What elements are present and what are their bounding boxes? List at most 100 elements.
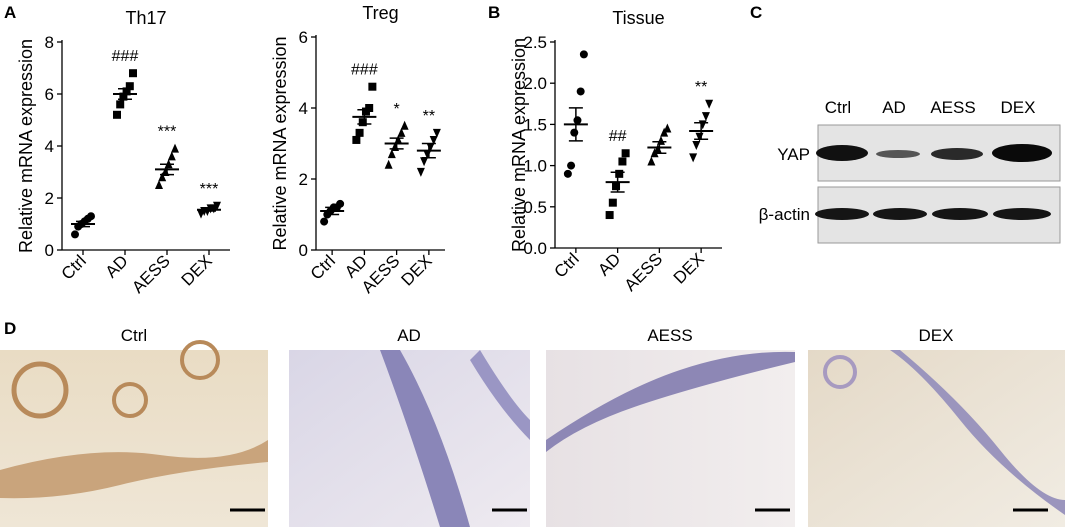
error-bar <box>118 88 132 100</box>
tissue-image <box>0 350 268 527</box>
error-bar <box>568 107 583 142</box>
data-point <box>573 116 582 125</box>
y-tick-label: 1.0 <box>523 157 547 176</box>
blot-column-label: AD <box>882 98 906 117</box>
band <box>993 208 1051 220</box>
error-bar <box>357 109 372 125</box>
y-axis-label: Relative mRNA expression <box>509 38 529 252</box>
chart-title: Th17 <box>125 8 166 28</box>
y-tick-label: 2.0 <box>523 74 547 93</box>
data-point <box>352 135 361 144</box>
panel-label: B <box>488 3 500 22</box>
significance-label: ** <box>695 79 707 96</box>
data-point <box>368 82 377 91</box>
y-tick-label: 4 <box>45 137 54 156</box>
data-point <box>397 127 406 137</box>
error-bar <box>652 140 667 154</box>
band <box>931 148 983 160</box>
y-tick-label: 0.5 <box>523 198 547 217</box>
data-point <box>647 156 656 166</box>
y-tick-label: 1.5 <box>523 115 547 134</box>
error-bar <box>610 171 625 193</box>
image-title: Ctrl <box>121 326 147 345</box>
image-title: AESS <box>647 326 692 345</box>
y-tick-label: 0 <box>45 241 54 260</box>
x-tick-label: AESS <box>358 251 404 297</box>
x-tick-label: Ctrl <box>58 251 90 283</box>
significance-label: *** <box>200 181 219 198</box>
error-bar <box>325 206 340 216</box>
epidermis <box>890 350 1065 515</box>
significance-label: ## <box>609 128 627 145</box>
band <box>876 150 920 158</box>
significance-label: *** <box>158 124 177 141</box>
data-point <box>567 161 576 170</box>
epidermis <box>380 350 470 527</box>
epidermis <box>0 440 268 499</box>
y-tick-label: 8 <box>45 33 54 52</box>
y-tick-label: 2.5 <box>523 33 547 52</box>
data-point <box>129 69 137 78</box>
band <box>873 208 927 220</box>
data-point <box>158 172 167 182</box>
data-point <box>656 135 665 145</box>
y-tick-label: 2 <box>299 170 308 189</box>
x-tick-label: AESS <box>621 249 667 295</box>
error-bar <box>694 122 709 140</box>
blot-column-label: AESS <box>930 98 975 117</box>
y-axis-label: Relative mRNA expression <box>16 39 36 253</box>
data-point <box>692 141 701 150</box>
blot-column-label: DEX <box>1001 98 1036 117</box>
epidermis <box>546 351 795 452</box>
error-bar <box>202 207 216 212</box>
tissue-image <box>808 350 1065 527</box>
x-tick-label: AESS <box>128 251 174 297</box>
data-point <box>612 182 621 191</box>
panel-label: C <box>750 3 762 22</box>
data-point <box>576 87 585 96</box>
data-point <box>563 169 572 178</box>
band <box>932 208 988 220</box>
data-point <box>698 120 707 130</box>
significance-label: ### <box>351 62 378 79</box>
data-point <box>167 151 176 161</box>
data-point <box>420 157 429 167</box>
data-point <box>400 120 409 130</box>
data-point <box>579 50 588 59</box>
data-point <box>113 110 121 119</box>
error-bar <box>76 220 90 228</box>
data-point <box>387 149 396 159</box>
x-tick-label: Ctrl <box>551 249 583 281</box>
data-point <box>618 157 627 166</box>
image-title: AD <box>397 326 421 345</box>
panel-label: A <box>4 3 16 22</box>
data-point <box>608 198 617 207</box>
data-point <box>71 230 79 239</box>
x-tick-label: Ctrl <box>307 251 339 283</box>
data-point <box>653 144 662 154</box>
follicle <box>11 361 69 419</box>
image-title: DEX <box>919 326 954 345</box>
data-point <box>689 153 698 163</box>
data-point <box>384 159 393 169</box>
data-point <box>570 128 579 137</box>
western-blot: Ctrl AD AESS DEX YAP β-actin <box>759 98 1061 244</box>
x-tick-label: DEX <box>178 251 216 289</box>
x-tick-label: AD <box>594 249 624 279</box>
follicle <box>823 355 857 389</box>
data-point <box>615 169 624 178</box>
chart-title: Treg <box>362 3 398 23</box>
data-point <box>116 100 125 109</box>
error-bar <box>421 142 436 159</box>
data-point <box>705 99 714 109</box>
significance-label: ** <box>423 108 435 125</box>
follicle <box>180 340 220 380</box>
data-point <box>429 135 438 145</box>
follicle <box>112 382 148 418</box>
y-tick-label: 0 <box>299 241 308 260</box>
band <box>816 145 868 161</box>
data-point <box>358 118 367 127</box>
y-tick-label: 4 <box>299 99 308 118</box>
data-point <box>320 217 329 226</box>
